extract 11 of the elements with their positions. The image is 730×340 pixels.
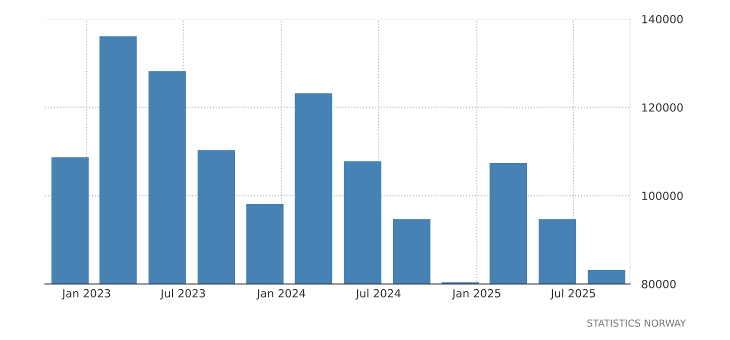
text: STATISTICS NORWAY (587, 319, 686, 327)
y-tick-label: 100000 (642, 192, 683, 200)
y-tick-label: 80000 (642, 280, 676, 288)
x-tick-label: Jan 2025 (452, 289, 500, 300)
y-tick-label: 140000 (642, 14, 683, 24)
y-tick-label: 120000 (642, 103, 683, 112)
x-tick-label: Jan 2024 (256, 289, 306, 300)
x-tick-label: Jul 2025 (550, 288, 596, 300)
x-tick-label: Jul 2024 (355, 288, 401, 300)
x-tick-label: Jan 2023 (62, 289, 110, 300)
x-tick-label: Jul 2023 (160, 288, 205, 300)
